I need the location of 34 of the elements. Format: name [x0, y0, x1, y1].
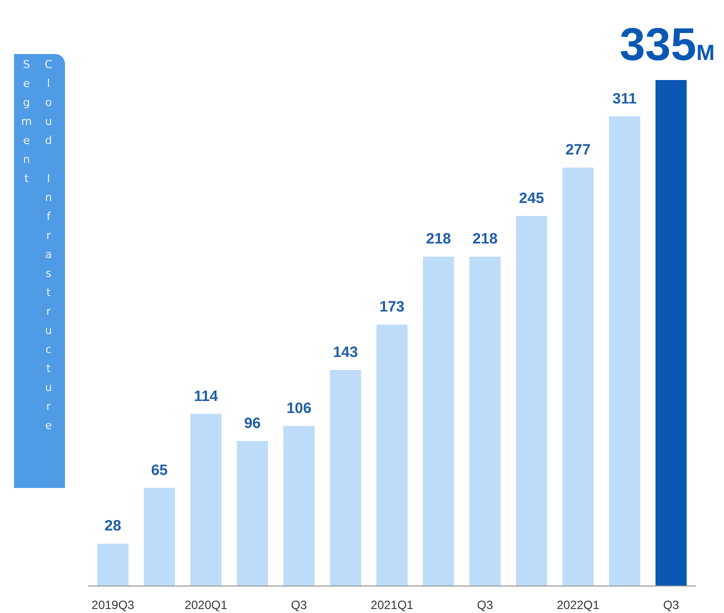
data-label: 96: [244, 414, 261, 432]
data-label: 65: [151, 462, 168, 479]
x-tick-label: Q3: [290, 598, 308, 612]
data-label: 173: [379, 298, 405, 316]
bar: [236, 440, 268, 586]
data-label: 245: [519, 190, 544, 207]
bar: [469, 256, 501, 586]
data-label: 311: [612, 90, 637, 108]
data-label: 28: [104, 518, 122, 535]
bar: [376, 324, 408, 586]
bar: [144, 488, 175, 586]
bar: [190, 414, 222, 586]
bar: [516, 216, 548, 586]
data-label: 218: [426, 230, 452, 248]
data-label: 277: [566, 142, 591, 159]
bar: [283, 426, 315, 586]
bar: [609, 116, 640, 586]
text: Cloud Infrastructure Segment: [19, 58, 56, 440]
bar: [330, 370, 362, 586]
x-tick-label: Q3: [477, 598, 494, 612]
x-tick-label: 2019Q3: [92, 598, 135, 612]
data-label: 335M: [620, 18, 715, 70]
bar: [656, 80, 687, 586]
data-label: 106: [286, 400, 312, 417]
bar: [562, 168, 594, 586]
data-label: 114: [194, 388, 219, 405]
bar: [422, 256, 454, 586]
data-label: 143: [332, 344, 358, 362]
x-tick-label: 2021Q1: [370, 598, 414, 612]
x-tick-label: 2020Q1: [184, 598, 228, 612]
data-label: 218: [472, 230, 498, 248]
x-tick-label: Q3: [663, 598, 680, 612]
bar: [97, 544, 128, 586]
x-tick-label: 2022Q1: [556, 598, 600, 612]
